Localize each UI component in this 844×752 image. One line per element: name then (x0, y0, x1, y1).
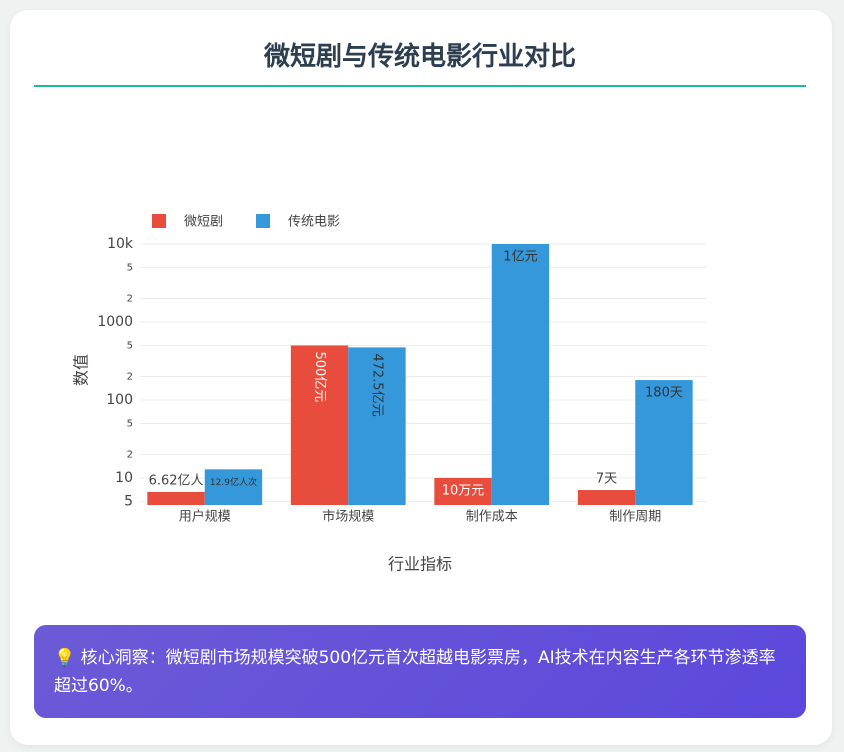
value-label: 472.5亿元 (369, 353, 384, 416)
value-label: 6.62亿人 (149, 473, 204, 488)
legend-swatch (256, 214, 270, 228)
legend-label: 微短剧 (184, 215, 223, 230)
bar (348, 347, 406, 505)
bar (635, 380, 693, 505)
value-label: 500亿元 (312, 351, 327, 402)
card: 微短剧与传统电影行业对比 💡 核心洞察：微短剧市场规模突破500亿元首次超越电影… (10, 10, 832, 745)
y-axis-title: 数值 (72, 354, 91, 386)
bar (434, 477, 492, 505)
value-label: 1亿元 (503, 250, 537, 265)
value-label: 12.9亿人次 (210, 476, 257, 488)
bar (147, 491, 205, 505)
value-label: 7天 (596, 472, 617, 487)
y-tick-label: 1000 (97, 314, 133, 330)
legend-swatch (152, 214, 166, 228)
y-tick-label: 5 (127, 340, 133, 351)
x-tick-label: 制作成本 (466, 510, 518, 525)
y-tick-label: 5 (124, 493, 133, 509)
x-tick-label: 制作周期 (609, 510, 661, 525)
value-label: 10万元 (442, 483, 485, 498)
legend-label: 传统电影 (288, 215, 340, 230)
bar (577, 490, 636, 505)
y-tick-label: 5 (127, 418, 133, 429)
y-tick-label: 5 (127, 262, 133, 273)
bar (204, 469, 263, 505)
y-tick-label: 2 (127, 371, 133, 382)
value-label: 180天 (645, 386, 683, 401)
chart-title: 微短剧与传统电影行业对比 (34, 36, 806, 87)
bar (491, 244, 550, 505)
y-tick-label: 2 (127, 449, 133, 460)
y-tick-label: 100 (106, 392, 133, 408)
y-tick-label: 10k (107, 236, 134, 252)
insight: 💡 核心洞察：微短剧市场规模突破500亿元首次超越电影票房，AI技术在内容生产各… (34, 625, 806, 718)
y-tick-label: 10 (115, 470, 133, 486)
x-tick-label: 用户规模 (179, 509, 231, 525)
x-axis-title: 行业指标 (388, 555, 452, 574)
x-tick-label: 市场规模 (322, 509, 374, 525)
y-tick-label: 2 (127, 294, 133, 305)
bar (290, 345, 349, 505)
